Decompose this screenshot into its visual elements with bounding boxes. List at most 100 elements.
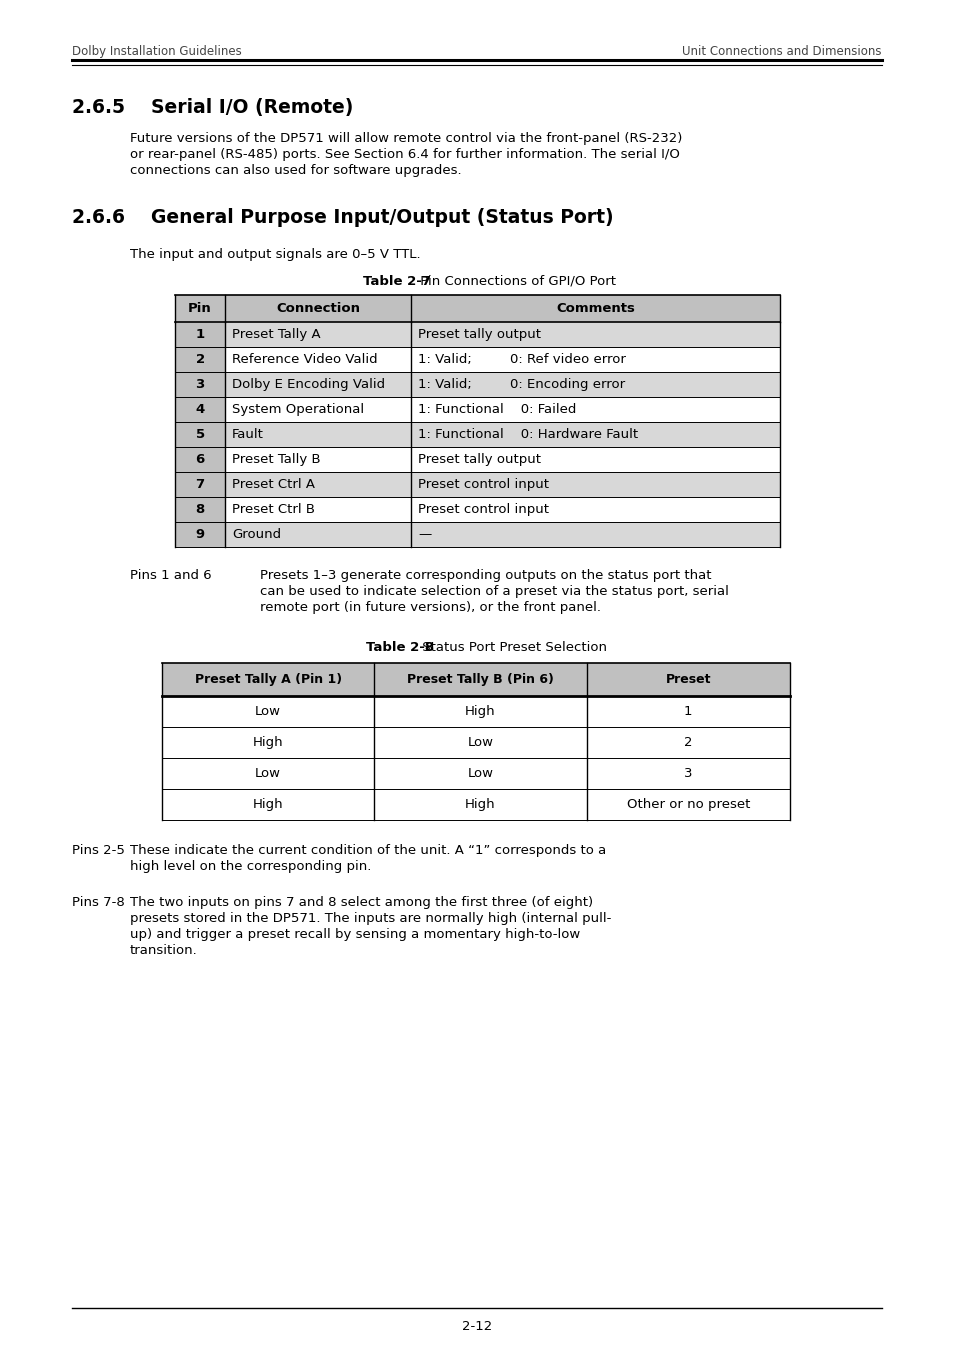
Text: Presets 1–3 generate corresponding outputs on the status port that: Presets 1–3 generate corresponding outpu…	[260, 569, 711, 582]
Text: 5: 5	[195, 428, 205, 440]
Bar	[374, 727, 586, 758]
Bar	[411, 347, 780, 372]
Bar	[411, 372, 780, 397]
Text: Other or no preset: Other or no preset	[626, 798, 749, 811]
Bar	[174, 471, 225, 497]
Bar	[225, 497, 411, 521]
Bar	[174, 322, 225, 347]
Text: can be used to indicate selection of a preset via the status port, serial: can be used to indicate selection of a p…	[260, 585, 728, 598]
Text: Preset: Preset	[665, 673, 710, 686]
Bar	[411, 447, 780, 471]
Bar	[374, 663, 586, 696]
Text: Preset tally output: Preset tally output	[417, 328, 540, 340]
Text: System Operational: System Operational	[232, 403, 364, 416]
Text: Preset Tally B (Pin 6): Preset Tally B (Pin 6)	[407, 673, 554, 686]
Bar	[586, 727, 789, 758]
Text: High: High	[465, 705, 496, 717]
Text: Status Port Preset Selection: Status Port Preset Selection	[418, 640, 607, 654]
Bar	[374, 789, 586, 820]
Text: 2.6.6    General Purpose Input/Output (Status Port): 2.6.6 General Purpose Input/Output (Stat…	[71, 208, 613, 227]
Text: High: High	[253, 798, 283, 811]
Bar	[374, 696, 586, 727]
Text: 4: 4	[195, 403, 205, 416]
Text: Dolby Installation Guidelines: Dolby Installation Guidelines	[71, 45, 241, 58]
Bar	[411, 397, 780, 422]
Text: Pins 1 and 6: Pins 1 and 6	[130, 569, 212, 582]
Text: presets stored in the DP571. The inputs are normally high (internal pull-: presets stored in the DP571. The inputs …	[130, 912, 611, 925]
Text: Ground: Ground	[232, 528, 281, 540]
Text: 2: 2	[195, 353, 205, 366]
Text: Preset Ctrl B: Preset Ctrl B	[232, 503, 314, 516]
Text: Preset Tally A: Preset Tally A	[232, 328, 320, 340]
Bar	[174, 497, 225, 521]
Text: The two inputs on pins 7 and 8 select among the first three (of eight): The two inputs on pins 7 and 8 select am…	[130, 896, 593, 909]
Text: Preset tally output: Preset tally output	[417, 453, 540, 466]
Bar	[174, 397, 225, 422]
Bar	[225, 447, 411, 471]
Bar	[174, 295, 225, 322]
Text: Preset control input: Preset control input	[417, 478, 548, 490]
Text: Preset Tally B: Preset Tally B	[232, 453, 320, 466]
Bar	[174, 447, 225, 471]
Bar	[411, 322, 780, 347]
Bar	[225, 422, 411, 447]
Text: High: High	[253, 736, 283, 748]
Text: Preset Ctrl A: Preset Ctrl A	[232, 478, 314, 490]
Bar	[174, 347, 225, 372]
Text: The input and output signals are 0–5 V TTL.: The input and output signals are 0–5 V T…	[130, 249, 420, 261]
Text: 1: Functional    0: Failed: 1: Functional 0: Failed	[417, 403, 576, 416]
Bar	[225, 521, 411, 547]
Bar	[225, 347, 411, 372]
Text: 8: 8	[195, 503, 205, 516]
Text: 2-12: 2-12	[461, 1320, 492, 1333]
Text: 1: Valid;         0: Encoding error: 1: Valid; 0: Encoding error	[417, 378, 624, 390]
Text: Unit Connections and Dimensions: Unit Connections and Dimensions	[681, 45, 882, 58]
Text: Connection: Connection	[275, 303, 359, 315]
Text: 1: Valid;         0: Ref video error: 1: Valid; 0: Ref video error	[417, 353, 625, 366]
Text: 6: 6	[195, 453, 205, 466]
Text: 1: Functional    0: Hardware Fault: 1: Functional 0: Hardware Fault	[417, 428, 638, 440]
Bar	[411, 497, 780, 521]
Bar	[162, 789, 374, 820]
Bar	[225, 372, 411, 397]
Text: 3: 3	[683, 767, 692, 780]
Text: Table 2-7: Table 2-7	[362, 276, 431, 288]
Text: Fault: Fault	[232, 428, 264, 440]
Text: Preset Tally A (Pin 1): Preset Tally A (Pin 1)	[194, 673, 341, 686]
Bar	[162, 663, 374, 696]
Bar	[162, 727, 374, 758]
Text: These indicate the current condition of the unit. A “1” corresponds to a: These indicate the current condition of …	[130, 844, 605, 857]
Text: Comments: Comments	[556, 303, 635, 315]
Text: Reference Video Valid: Reference Video Valid	[232, 353, 377, 366]
Bar	[162, 758, 374, 789]
Text: 2: 2	[683, 736, 692, 748]
Text: Pins 7-8: Pins 7-8	[71, 896, 125, 909]
Text: connections can also used for software upgrades.: connections can also used for software u…	[130, 163, 461, 177]
Bar	[411, 295, 780, 322]
Bar	[586, 696, 789, 727]
Bar	[411, 422, 780, 447]
Text: Low: Low	[254, 767, 281, 780]
Text: Future versions of the DP571 will allow remote control via the front-panel (RS-2: Future versions of the DP571 will allow …	[130, 132, 681, 145]
Bar	[225, 397, 411, 422]
Text: Pins 2-5: Pins 2-5	[71, 844, 125, 857]
Text: Table 2-7 Pin Connections of GPI/O Port: Table 2-7 Pin Connections of GPI/O Port	[346, 276, 607, 288]
Text: 9: 9	[195, 528, 205, 540]
Text: high level on the corresponding pin.: high level on the corresponding pin.	[130, 861, 371, 873]
Text: High: High	[465, 798, 496, 811]
Bar	[174, 422, 225, 447]
Text: Preset control input: Preset control input	[417, 503, 548, 516]
Text: Pin Connections of GPI/O Port: Pin Connections of GPI/O Port	[416, 276, 615, 288]
Text: transition.: transition.	[130, 944, 197, 957]
Text: or rear-panel (RS-485) ports. See Section 6.4 for further information. The seria: or rear-panel (RS-485) ports. See Sectio…	[130, 149, 679, 161]
Text: remote port (in future versions), or the front panel.: remote port (in future versions), or the…	[260, 601, 600, 613]
Text: up) and trigger a preset recall by sensing a momentary high-to-low: up) and trigger a preset recall by sensi…	[130, 928, 579, 942]
Bar	[411, 521, 780, 547]
Text: 1: 1	[683, 705, 692, 717]
Bar	[174, 372, 225, 397]
Bar	[225, 322, 411, 347]
Text: 7: 7	[195, 478, 205, 490]
Text: Table 2-8: Table 2-8	[365, 640, 434, 654]
Bar	[586, 789, 789, 820]
Bar	[225, 471, 411, 497]
